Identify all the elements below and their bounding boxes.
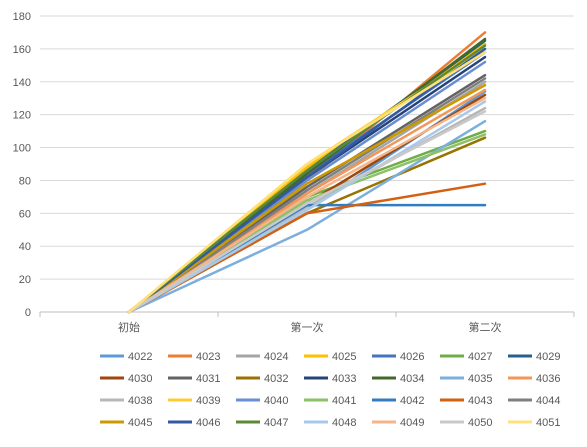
- y-tick-label: 140: [13, 77, 31, 89]
- legend-label: 4027: [468, 351, 492, 363]
- y-tick-label: 20: [19, 274, 31, 286]
- series-line-4048: [127, 100, 487, 314]
- x-tick-label: 初始: [118, 320, 140, 334]
- legend-label: 4043: [468, 395, 492, 407]
- legend-label: 4036: [536, 373, 560, 385]
- legend-label: 4042: [400, 395, 424, 407]
- y-tick-label: 120: [13, 110, 31, 122]
- axes: 0 20 40 60 80 100 120 140 160 180 初始 第一次 第二次: [13, 11, 575, 334]
- legend-label: 4030: [128, 373, 152, 385]
- legend-label: 4051: [536, 417, 560, 429]
- legend-label: 4023: [196, 351, 220, 363]
- legend-label: 4050: [468, 417, 492, 429]
- y-tick-label: 180: [13, 11, 31, 23]
- legend-label: 4049: [400, 417, 424, 429]
- legend-label: 4034: [400, 373, 424, 385]
- series-line-4045: [127, 83, 487, 314]
- series-line-4047: [127, 44, 487, 314]
- legend-label: 4047: [264, 417, 288, 429]
- y-tick-label: 160: [13, 44, 31, 56]
- legend-label: 4048: [332, 417, 356, 429]
- series-line-4050: [127, 110, 487, 314]
- legend-label: 4022: [128, 351, 152, 363]
- legend-label: 4033: [332, 373, 356, 385]
- y-tick-label: 80: [19, 175, 31, 187]
- legend: 4022 4023 4024 4025 4026 4027 4029 4030 4031 4032…: [100, 351, 560, 429]
- y-tick-label: 0: [25, 307, 31, 319]
- series-line-4046: [127, 47, 487, 314]
- legend-label: 4045: [128, 417, 152, 429]
- series-line-4049: [127, 96, 487, 314]
- series-line-4051: [127, 50, 487, 314]
- x-tick-label: 第一次: [291, 320, 324, 334]
- legend-label: 4026: [400, 351, 424, 363]
- legend-label: 4032: [264, 373, 288, 385]
- legend-label: 4035: [468, 373, 492, 385]
- legend-label: 4041: [332, 395, 356, 407]
- legend-label: 4044: [536, 395, 560, 407]
- series-line-4042: [127, 203, 487, 314]
- y-tick-label: 40: [19, 241, 31, 253]
- legend-label: 4031: [196, 373, 220, 385]
- legend-label: 4040: [264, 395, 288, 407]
- legend-label: 4024: [264, 351, 288, 363]
- x-tick-label: 第二次: [469, 320, 502, 334]
- legend-label: 4039: [196, 395, 220, 407]
- y-tick-label: 100: [13, 143, 31, 155]
- series-line-4044: [127, 77, 487, 314]
- series-lines: [127, 31, 487, 314]
- legend-label: 4025: [332, 351, 356, 363]
- legend-label: 4038: [128, 395, 152, 407]
- legend-label: 4046: [196, 417, 220, 429]
- y-tick-label: 60: [19, 208, 31, 220]
- series-line-4027: [127, 129, 487, 314]
- legend-label: 4029: [536, 351, 560, 363]
- gridlines: [40, 15, 574, 280]
